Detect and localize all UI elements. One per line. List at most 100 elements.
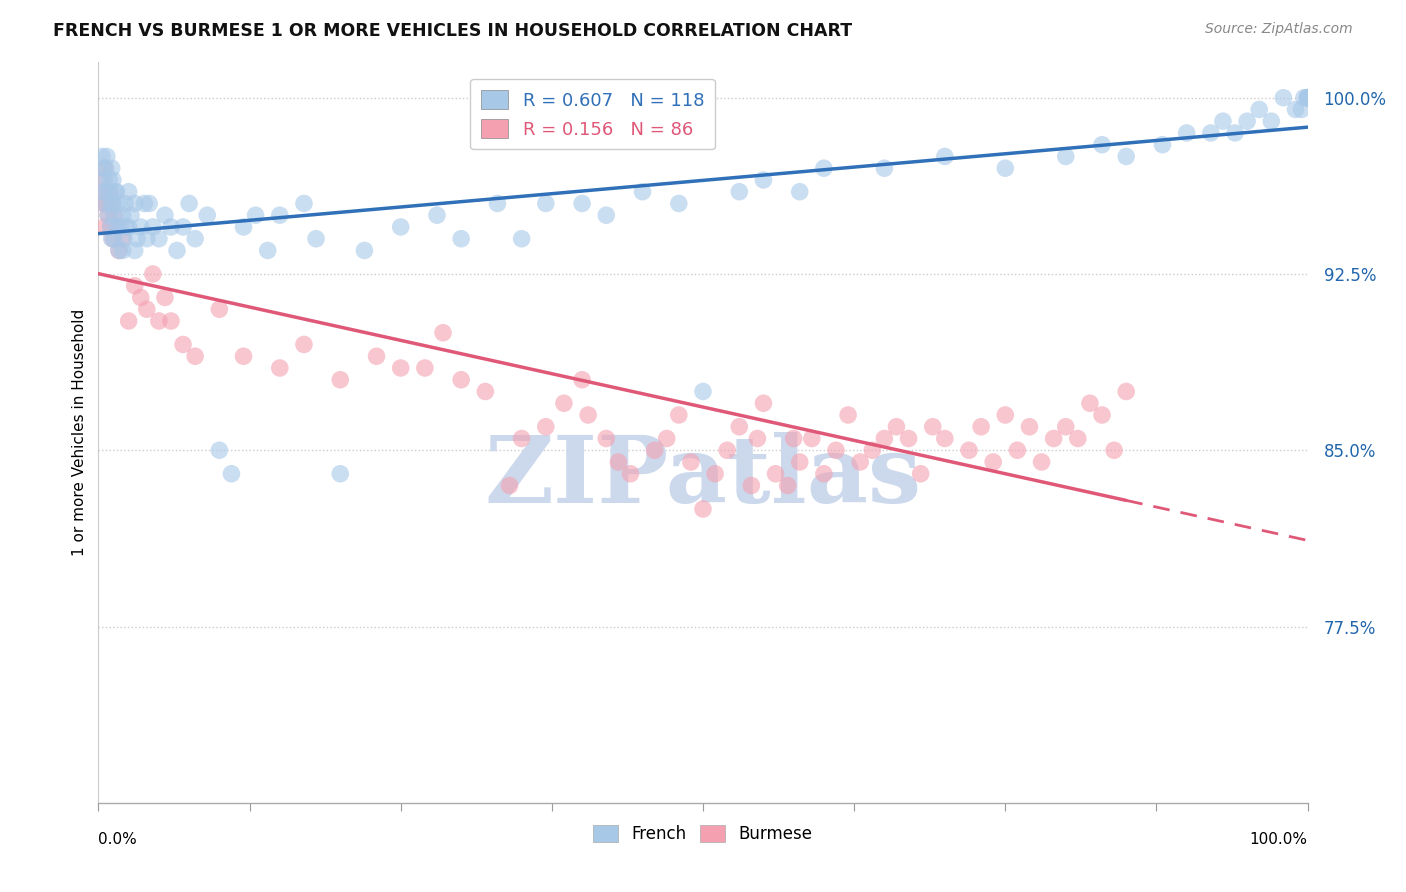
Point [101, 232, 124, 246]
Text: ZIPatlas: ZIPatlas [485, 432, 921, 522]
Point [103, 208, 125, 222]
Point [305, 232, 328, 246]
Point [873, 432, 896, 446]
Point [631, 185, 654, 199]
Point [426, 208, 449, 222]
Point [1031, 455, 1053, 469]
Point [957, 443, 980, 458]
Point [269, 361, 291, 376]
Point [94, 185, 117, 199]
Point [111, 232, 134, 246]
Point [576, 408, 599, 422]
Point [91, 185, 114, 199]
Point [595, 208, 617, 222]
Point [97, 208, 120, 222]
Point [160, 219, 183, 234]
Point [105, 219, 128, 234]
Point [148, 314, 170, 328]
Point [595, 432, 617, 446]
Point [160, 314, 183, 328]
Point [91, 196, 114, 211]
Point [510, 232, 533, 246]
Point [232, 349, 254, 363]
Point [994, 408, 1017, 422]
Point [1284, 103, 1306, 117]
Point [849, 455, 872, 469]
Point [105, 185, 128, 199]
Point [104, 185, 127, 199]
Point [740, 478, 762, 492]
Point [783, 432, 806, 446]
Point [1296, 91, 1319, 105]
Point [256, 244, 278, 258]
Point [153, 208, 176, 222]
Point [1212, 114, 1234, 128]
Point [474, 384, 496, 399]
Point [789, 455, 811, 469]
Point [100, 219, 122, 234]
Point [432, 326, 454, 340]
Point [93, 196, 115, 211]
Point [129, 219, 152, 234]
Point [100, 232, 122, 246]
Point [100, 161, 122, 176]
Point [148, 232, 170, 246]
Point [498, 478, 520, 492]
Point [108, 244, 131, 258]
Point [329, 467, 352, 481]
Point [93, 161, 115, 176]
Point [129, 290, 152, 304]
Point [111, 208, 134, 222]
Point [100, 219, 122, 234]
Point [100, 185, 122, 199]
Point [1272, 91, 1295, 105]
Point [692, 502, 714, 516]
Y-axis label: 1 or more Vehicles in Household: 1 or more Vehicles in Household [72, 309, 87, 557]
Point [172, 337, 194, 351]
Point [114, 196, 136, 211]
Point [1018, 419, 1040, 434]
Text: Source: ZipAtlas.com: Source: ZipAtlas.com [1205, 22, 1353, 37]
Point [103, 232, 125, 246]
Point [127, 232, 149, 246]
Point [747, 432, 769, 446]
Point [108, 219, 131, 234]
Point [1152, 137, 1174, 152]
Point [118, 219, 141, 234]
Point [124, 244, 146, 258]
Point [534, 196, 557, 211]
Point [553, 396, 575, 410]
Point [571, 373, 593, 387]
Point [124, 196, 146, 211]
Point [716, 443, 738, 458]
Point [800, 432, 823, 446]
Point [232, 219, 254, 234]
Point [813, 467, 835, 481]
Point [1091, 137, 1114, 152]
Point [994, 161, 1017, 176]
Text: 100.0%: 100.0% [1250, 832, 1308, 847]
Point [98, 173, 121, 187]
Point [1078, 396, 1101, 410]
Text: FRENCH VS BURMESE 1 OR MORE VEHICLES IN HOUSEHOLD CORRELATION CHART: FRENCH VS BURMESE 1 OR MORE VEHICLES IN … [53, 22, 852, 40]
Point [1291, 103, 1313, 117]
Point [389, 219, 412, 234]
Point [118, 185, 141, 199]
Text: 0.0%: 0.0% [98, 832, 138, 847]
Point [571, 196, 593, 211]
Point [825, 443, 848, 458]
Point [765, 467, 787, 481]
Point [450, 232, 472, 246]
Point [166, 244, 188, 258]
Point [91, 149, 114, 163]
Point [98, 185, 121, 199]
Point [292, 196, 315, 211]
Point [789, 185, 811, 199]
Point [329, 373, 352, 387]
Point [655, 432, 678, 446]
Point [96, 149, 118, 163]
Point [108, 244, 131, 258]
Point [1115, 149, 1137, 163]
Point [1042, 432, 1064, 446]
Point [107, 196, 129, 211]
